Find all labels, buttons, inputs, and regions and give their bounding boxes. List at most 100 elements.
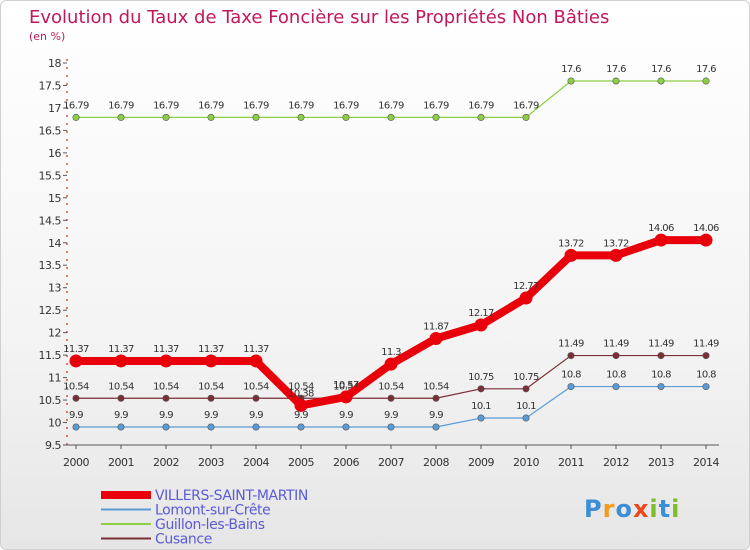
data-label: 10.75 xyxy=(513,372,539,383)
data-label: 11.49 xyxy=(603,339,629,350)
data-point xyxy=(387,423,395,431)
data-label: 10.75 xyxy=(468,372,494,383)
series-cusance: 10.54 10.54 10.54 10.54 10.54 10.54 10.54 10.54… xyxy=(63,339,720,402)
x-tick-label: 2012 xyxy=(603,456,629,469)
data-point xyxy=(207,394,215,402)
data-label: 13.72 xyxy=(603,238,629,249)
data-point xyxy=(609,248,623,262)
data-label: 10.8 xyxy=(606,370,626,381)
data-label: 12.17 xyxy=(468,308,494,319)
chart-title: Evolution du Taux de Taxe Foncière sur l… xyxy=(29,7,609,28)
data-label: 16.79 xyxy=(513,100,539,111)
data-point xyxy=(207,423,215,431)
data-label: 9.9 xyxy=(294,410,308,421)
data-label: 10.54 xyxy=(108,381,134,392)
x-tick-label: 2002 xyxy=(153,456,179,469)
data-label: 10.8 xyxy=(651,370,671,381)
data-label: 9.9 xyxy=(339,410,353,421)
series-line xyxy=(76,80,706,118)
data-label: 17.6 xyxy=(561,64,581,75)
data-label: 10.8 xyxy=(561,370,581,381)
data-point xyxy=(114,354,128,368)
data-label: 10.38 xyxy=(288,388,314,399)
series-lomont-sur-cr-te: 9.9 9.9 9.9 9.9 9.9 9.9 9.9 9.9 9.9 10.1 10.1 10.8 1… xyxy=(69,370,717,431)
data-point xyxy=(522,385,530,393)
data-point xyxy=(657,383,665,391)
data-point xyxy=(72,394,80,402)
data-point xyxy=(72,423,80,431)
series-group: 16.79 16.79 16.79 16.79 16.79 16.79 16.79 16.79… xyxy=(63,64,720,431)
data-point xyxy=(654,233,668,247)
data-point xyxy=(252,394,260,402)
data-label: 9.9 xyxy=(204,410,218,421)
legend-label: VILLERS-SAINT-MARTIN xyxy=(155,488,308,504)
data-label: 16.79 xyxy=(198,100,224,111)
data-point xyxy=(249,354,263,368)
data-label: 16.79 xyxy=(108,100,134,111)
data-point xyxy=(567,352,575,360)
data-label: 11.37 xyxy=(243,344,269,355)
y-tick-label: 11.5 xyxy=(39,349,62,362)
y-tick-label: 17.5 xyxy=(39,79,62,92)
y-tick-label: 10 xyxy=(48,417,61,430)
data-label: 10.54 xyxy=(378,381,404,392)
data-label: 9.9 xyxy=(429,410,443,421)
data-label: 11.37 xyxy=(108,344,134,355)
data-label: 17.6 xyxy=(696,64,716,75)
data-point xyxy=(567,383,575,391)
legend-label: Lomont-sur-Crête xyxy=(155,503,270,519)
data-point xyxy=(432,113,440,121)
data-point xyxy=(702,77,710,85)
data-point xyxy=(294,398,308,412)
data-point xyxy=(432,394,440,402)
data-point xyxy=(162,113,170,121)
data-point xyxy=(519,291,533,305)
data-point xyxy=(72,113,80,121)
data-point xyxy=(702,352,710,360)
data-point xyxy=(567,77,575,85)
data-label: 10.1 xyxy=(471,401,491,412)
x-tick-label: 2006 xyxy=(333,456,359,469)
data-point xyxy=(162,394,170,402)
data-point xyxy=(207,113,215,121)
data-label: 10.8 xyxy=(696,370,716,381)
data-point xyxy=(297,113,305,121)
x-tick-label: 2004 xyxy=(243,456,269,469)
data-label: 16.79 xyxy=(63,100,89,111)
x-tick-labels: 2000 2001 2002 2003 2004 2005 2006 2007 2008 2009… xyxy=(63,445,720,469)
data-label: 11.49 xyxy=(558,339,584,350)
data-label: 10.54 xyxy=(243,381,269,392)
data-label: 11.87 xyxy=(423,321,449,332)
data-label: 11.49 xyxy=(648,339,674,350)
y-tick-label: 18 xyxy=(48,57,61,70)
data-point xyxy=(339,390,353,404)
data-point xyxy=(699,233,713,247)
proxiti-logo: Proxiti xyxy=(584,495,679,523)
data-label: 10.54 xyxy=(63,381,89,392)
legend-label: Cusance xyxy=(155,532,212,548)
data-label: 11.37 xyxy=(63,344,89,355)
y-tick-label: 12.5 xyxy=(39,304,62,317)
data-label: 12.77 xyxy=(513,281,539,292)
data-point xyxy=(564,248,578,262)
y-tick-label: 10.5 xyxy=(39,394,62,407)
data-point xyxy=(69,354,83,368)
data-point xyxy=(477,113,485,121)
x-tick-label: 2009 xyxy=(468,456,494,469)
data-label: 16.79 xyxy=(243,100,269,111)
x-tick-label: 2000 xyxy=(63,456,89,469)
data-label: 10.54 xyxy=(198,381,224,392)
data-point xyxy=(657,352,665,360)
y-tick-labels: 9.5 10 10.5 11 11.5 12 12.5 13 13.5 14 14.5 15 15.5 1… xyxy=(39,57,67,452)
y-tick-label: 15 xyxy=(48,192,61,205)
data-point xyxy=(162,423,170,431)
series-guillon-les-bains: 16.79 16.79 16.79 16.79 16.79 16.79 16.79 16.79… xyxy=(63,64,717,121)
legend-label: Guillon-les-Bains xyxy=(155,517,265,533)
data-label: 9.9 xyxy=(384,410,398,421)
data-label: 9.9 xyxy=(159,410,173,421)
y-tick-label: 14.5 xyxy=(39,214,62,227)
y-tick-label: 15.5 xyxy=(39,169,62,182)
x-tick-label: 2014 xyxy=(693,456,719,469)
